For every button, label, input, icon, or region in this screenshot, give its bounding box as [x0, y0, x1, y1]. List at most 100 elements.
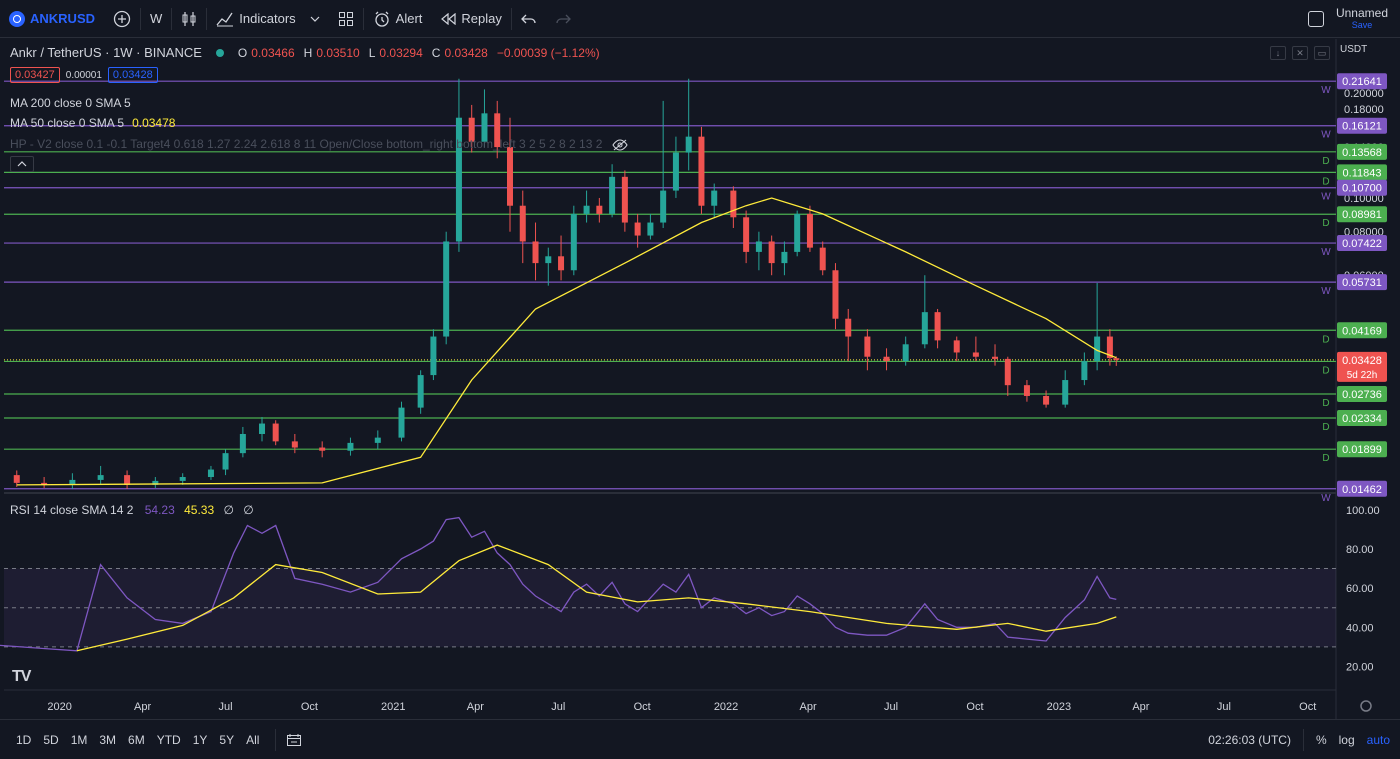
candle-body: [443, 241, 450, 337]
rsi-legend[interactable]: RSI 14 close SMA 14 2 54.23 45.33 ∅ ∅: [10, 503, 254, 517]
buy-price-button[interactable]: 0.03428: [107, 67, 158, 83]
change-value: −0.00039 (−1.12%): [496, 45, 600, 60]
range-5d-button[interactable]: 5D: [43, 732, 59, 747]
level-kind-label: D: [1322, 218, 1329, 229]
candle-body: [819, 247, 826, 271]
level-price-label: 0.02334: [1342, 413, 1382, 425]
divider: [140, 7, 141, 30]
divider: [1302, 729, 1304, 751]
symbol-name: ANKRUSD: [30, 11, 95, 26]
candle-body: [259, 423, 266, 434]
layout-name-button[interactable]: Unnamed Save: [1336, 7, 1388, 31]
chart-settings-gear-icon[interactable]: [1360, 700, 1372, 712]
chevron-down-icon[interactable]: [310, 16, 320, 22]
candle-body: [1094, 336, 1101, 362]
level-price-label: 0.05731: [1342, 277, 1382, 289]
rsi-polyline: [0, 516, 1117, 652]
bid-ask-boxes: 0.03427 0.00001 0.03428: [10, 67, 158, 83]
time-tick-label: 2020: [47, 701, 71, 713]
eye-hidden-icon[interactable]: [612, 139, 628, 151]
rsi-extra-value-2: ∅: [243, 503, 254, 517]
auto-scale-button[interactable]: auto: [1366, 733, 1390, 747]
time-tick-label: 2022: [714, 701, 738, 713]
range-ytd-button[interactable]: YTD: [156, 732, 181, 747]
level-price-badge: [1337, 385, 1387, 402]
undo-icon[interactable]: [512, 0, 546, 38]
ankr-logo-icon: [9, 10, 25, 27]
rsi-tick-label: 60.00: [1346, 583, 1374, 595]
symbol-search-button[interactable]: ANKRUSD: [0, 0, 104, 38]
date-range-calendar-icon[interactable]: [286, 733, 302, 747]
indicators-button[interactable]: Indicators: [207, 0, 328, 38]
level-price-label: 0.07422: [1342, 238, 1382, 250]
time-axis: 2020 Apr Jul Oct 2021 Apr Jul Oct 2022 Apr Jul Oct 2…: [47, 700, 1372, 713]
level-price-badge: [1337, 322, 1387, 339]
currency-button[interactable]: USDT: [1340, 44, 1368, 55]
collapse-legend-button[interactable]: [10, 156, 34, 172]
clock-timezone-button[interactable]: 02:26:03 (UTC): [1208, 733, 1291, 747]
time-tick-label: Oct: [301, 701, 318, 713]
divider: [510, 7, 512, 30]
hp-legend[interactable]: HP - V2 close 0.1 -0.1 Target4 0.618 1.2…: [10, 137, 628, 151]
rsi-extra-value-1: ∅: [223, 503, 234, 517]
rsi-tick-label: 100.00: [1346, 505, 1380, 517]
redo-icon[interactable]: [546, 0, 580, 38]
candle-body: [455, 117, 462, 242]
candle-body: [398, 407, 405, 438]
rsi-tick-label: 20.00: [1346, 661, 1374, 673]
level-price-label: 0.08981: [1342, 209, 1382, 221]
level-kind-label: W: [1321, 247, 1331, 258]
ma200-label: MA 200 close 0 SMA 5: [10, 96, 131, 110]
current-price-label: 0.03428: [1342, 355, 1382, 367]
sell-price-button[interactable]: 0.03427: [10, 67, 60, 83]
interval-button[interactable]: W: [150, 11, 163, 26]
candle-body: [609, 176, 616, 214]
range-6m-button[interactable]: 6M: [128, 732, 145, 747]
ma200-legend[interactable]: MA 200 close 0 SMA 5: [10, 96, 131, 110]
range-1d-button[interactable]: 1D: [16, 732, 32, 747]
replay-button[interactable]: Replay: [431, 0, 510, 38]
replay-label: Replay: [461, 11, 502, 26]
level-price-badge: [1337, 274, 1387, 291]
candle-body: [97, 475, 104, 480]
time-tick-label: Jul: [219, 701, 233, 713]
maximize-pane-icon[interactable]: ▭: [1314, 46, 1330, 60]
candles-chart-type-icon[interactable]: [172, 0, 206, 38]
candle-body: [179, 477, 186, 481]
select-checkbox[interactable]: [1307, 11, 1324, 27]
move-pane-down-icon[interactable]: ↓: [1270, 46, 1286, 60]
level-price-badge: [1337, 480, 1387, 497]
rsi-tick-label: 40.00: [1346, 622, 1374, 634]
level-kind-label: D: [1322, 398, 1329, 409]
range-5y-button[interactable]: 5Y: [219, 732, 235, 747]
tradingview-logo[interactable]: TV: [12, 668, 31, 685]
rsi-sma-value: 45.33: [184, 503, 215, 517]
ma50-legend[interactable]: MA 50 close 0 SMA 5 0.03478: [10, 116, 175, 130]
candle-body: [1004, 358, 1011, 386]
rsi-label: RSI 14 close SMA 14 2: [10, 503, 134, 517]
candle-body: [647, 222, 654, 236]
candle-body: [698, 136, 705, 206]
candle-body: [794, 213, 801, 252]
price-axis: 0.220000.200000.180000.140000.100000.080…: [1337, 73, 1387, 497]
templates-grid-icon[interactable]: [329, 0, 363, 38]
compare-add-icon[interactable]: [104, 0, 140, 38]
level-kind-label: W: [1321, 130, 1331, 141]
percent-scale-button[interactable]: %: [1315, 733, 1327, 747]
range-3m-button[interactable]: 3M: [99, 732, 117, 747]
candle-body: [570, 213, 577, 271]
range-buttons: 1D 5D 1M 3M 6M YTD 1Y 5Y All: [0, 728, 302, 751]
divider: [275, 728, 277, 751]
open-value: 0.03466: [251, 45, 295, 60]
log-scale-button[interactable]: log: [1338, 733, 1355, 747]
range-all-button[interactable]: All: [246, 732, 260, 747]
alert-button[interactable]: Alert: [364, 0, 432, 38]
collapse-pane-icon[interactable]: ✕: [1292, 46, 1308, 60]
range-1m-button[interactable]: 1M: [70, 732, 88, 747]
time-tick-label: Oct: [634, 701, 651, 713]
candle-body: [864, 336, 871, 357]
candle-body: [1062, 380, 1069, 405]
time-tick-label: Oct: [966, 701, 983, 713]
range-1y-button[interactable]: 1Y: [192, 732, 208, 747]
